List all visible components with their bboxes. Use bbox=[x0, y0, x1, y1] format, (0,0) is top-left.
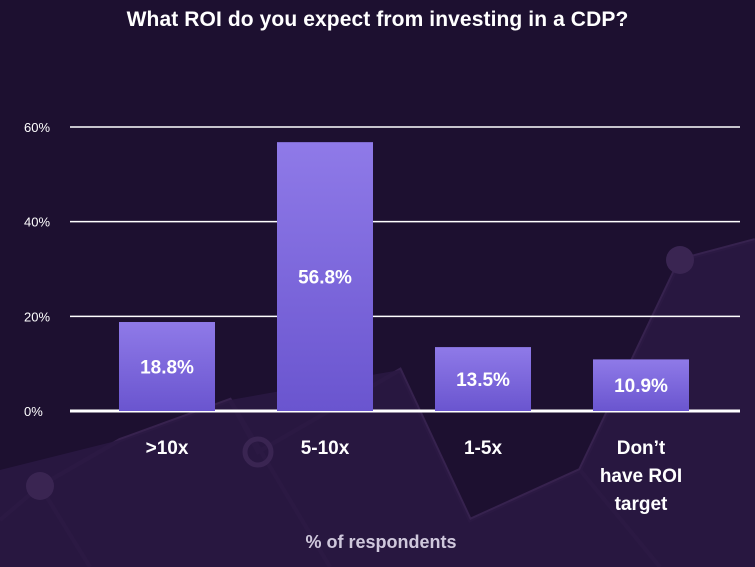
x-axis-caption: % of respondents bbox=[305, 532, 457, 552]
bar-value-label: 13.5% bbox=[456, 370, 510, 391]
x-tick-label: 1-5x bbox=[464, 438, 502, 459]
x-tick-label: >10x bbox=[146, 438, 189, 459]
x-tick-label: have ROI bbox=[600, 466, 682, 487]
y-tick-label: 0% bbox=[24, 404, 43, 419]
bar bbox=[277, 142, 373, 411]
x-tick-label: Don’t bbox=[617, 438, 666, 459]
bar bbox=[593, 359, 689, 411]
y-axis-ticks: 0% 20% 40% 60% bbox=[24, 120, 50, 419]
bar-value-label: 18.8% bbox=[140, 358, 194, 379]
x-axis-labels: >10x 5-10x 1-5x Don’t have ROI target bbox=[146, 438, 683, 515]
bar bbox=[119, 322, 215, 411]
bar-value-label: 10.9% bbox=[614, 376, 668, 397]
x-tick-label: target bbox=[615, 494, 668, 515]
y-tick-label: 20% bbox=[24, 309, 50, 324]
bars: 18.8% 56.8% 13.5% 10.9% bbox=[119, 142, 689, 411]
y-tick-label: 60% bbox=[24, 120, 50, 135]
bar-value-label: 56.8% bbox=[298, 268, 352, 289]
bar bbox=[435, 347, 531, 411]
chart-title: What ROI do you expect from investing in… bbox=[126, 8, 629, 31]
x-tick-label: 5-10x bbox=[301, 438, 350, 459]
y-tick-label: 40% bbox=[24, 215, 50, 230]
